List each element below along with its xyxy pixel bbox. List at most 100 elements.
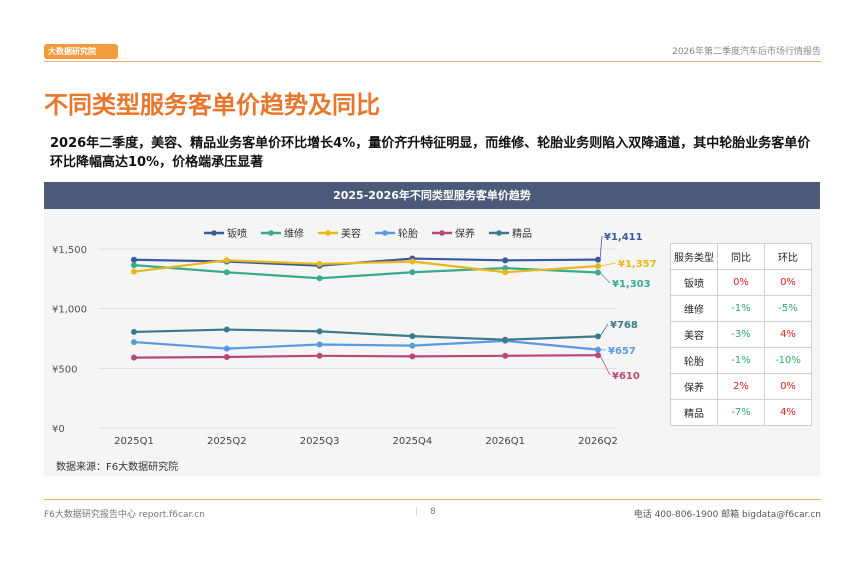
table-row: 维修 -1% -5% bbox=[670, 295, 812, 322]
end-value-label: ¥1,411 bbox=[604, 232, 643, 243]
data-point bbox=[409, 333, 416, 340]
end-value-label: ¥657 bbox=[608, 346, 636, 357]
cell-yoy: 0% bbox=[717, 269, 765, 296]
legend-marker bbox=[496, 230, 502, 236]
legend-marker bbox=[382, 230, 388, 236]
data-point bbox=[316, 275, 323, 282]
table-header-yoy: 同比 bbox=[717, 243, 765, 270]
table-row: 保养 2% 0% bbox=[670, 373, 812, 400]
data-point bbox=[502, 352, 509, 359]
data-source: 数据来源：F6大数据研究院 bbox=[56, 462, 179, 473]
table-header-qoq: 环比 bbox=[764, 243, 812, 270]
page-number: 8 bbox=[430, 507, 436, 517]
cell-service-type: 保养 bbox=[670, 373, 718, 400]
data-point bbox=[131, 328, 137, 335]
data-point bbox=[595, 269, 601, 276]
data-point bbox=[131, 262, 137, 269]
footer-contact: 电话 400-806-1900 邮箱 bigdata@f6car.cn bbox=[633, 510, 821, 520]
change-table: 服务类型 同比 环比 钣喷 0% 0% 维修 -1% -5% 美容 -3% 4% 轮胎 -1% -10… bbox=[670, 243, 812, 426]
data-point bbox=[316, 352, 323, 359]
legend-marker bbox=[211, 230, 217, 236]
end-label-leader bbox=[599, 262, 617, 267]
cell-yoy: -1% bbox=[717, 347, 765, 374]
end-value-label: ¥1,303 bbox=[612, 279, 651, 290]
header-divider bbox=[44, 61, 821, 62]
data-point bbox=[409, 353, 416, 360]
data-point bbox=[595, 346, 601, 353]
end-label-leader bbox=[599, 272, 611, 284]
end-value-label: ¥610 bbox=[612, 371, 640, 382]
cell-qoq: -5% bbox=[764, 295, 812, 322]
cell-yoy: 2% bbox=[717, 373, 765, 400]
series-line bbox=[133, 259, 599, 274]
end-label-leader bbox=[599, 323, 609, 337]
x-tick-label: 2025Q1 bbox=[114, 436, 154, 447]
cell-qoq: 4% bbox=[764, 399, 812, 426]
cell-qoq: 4% bbox=[764, 321, 812, 348]
data-point bbox=[409, 258, 416, 265]
data-point bbox=[223, 326, 230, 333]
end-value-label: ¥1,357 bbox=[618, 259, 657, 270]
cell-yoy: -3% bbox=[717, 321, 765, 348]
data-point bbox=[131, 354, 137, 361]
data-point bbox=[502, 257, 509, 264]
footer-site[interactable]: F6大数据研究报告中心 report.f6car.cn bbox=[44, 510, 205, 520]
data-point bbox=[502, 265, 509, 272]
x-tick-label: 2026Q2 bbox=[578, 436, 618, 447]
summary-text: 2026年二季度，美容、精品业务客单价环比增长4%，量价齐升特征明显，而维修、轮… bbox=[50, 136, 811, 170]
data-point bbox=[223, 257, 230, 264]
data-point bbox=[409, 342, 416, 349]
series-line bbox=[133, 339, 599, 351]
data-point bbox=[595, 256, 601, 263]
table-row: 轮胎 -1% -10% bbox=[670, 347, 812, 374]
data-point bbox=[595, 263, 601, 270]
legend-label: 保养 bbox=[455, 227, 475, 240]
cell-service-type: 美容 bbox=[670, 321, 718, 348]
end-label-leader bbox=[599, 355, 611, 376]
legend-label: 钣喷 bbox=[227, 228, 247, 240]
cell-yoy: -7% bbox=[717, 399, 765, 426]
cell-qoq: 0% bbox=[764, 269, 812, 296]
data-point bbox=[316, 328, 323, 335]
page-title: 不同类型服务客单价趋势及同比 bbox=[44, 91, 380, 119]
y-tick-label: ¥0 bbox=[52, 424, 65, 435]
y-tick-label: ¥1,500 bbox=[52, 245, 87, 256]
x-tick-label: 2026Q1 bbox=[485, 436, 525, 447]
data-point bbox=[502, 336, 509, 343]
series-line bbox=[133, 354, 599, 359]
footer-separator: | bbox=[415, 507, 419, 517]
y-tick-label: ¥500 bbox=[52, 364, 77, 375]
x-tick-label: 2025Q4 bbox=[393, 436, 433, 447]
table-header-type: 服务类型 bbox=[670, 243, 718, 270]
cell-yoy: -1% bbox=[717, 295, 765, 322]
cell-service-type: 钣喷 bbox=[670, 269, 718, 296]
legend-marker bbox=[268, 230, 274, 236]
data-point bbox=[131, 256, 137, 263]
end-value-label: ¥768 bbox=[610, 320, 638, 331]
legend-marker bbox=[325, 230, 331, 236]
brand-logo: 大数据研究院 bbox=[44, 44, 118, 59]
legend-label: 美容 bbox=[341, 227, 361, 240]
data-point bbox=[316, 341, 323, 348]
data-point bbox=[409, 269, 416, 276]
legend-marker bbox=[439, 230, 445, 236]
x-tick-label: 2025Q2 bbox=[207, 436, 247, 447]
table-row: 钣喷 0% 0% bbox=[670, 269, 812, 296]
x-tick-label: 2025Q3 bbox=[300, 436, 340, 447]
data-point bbox=[595, 352, 601, 359]
cell-qoq: 0% bbox=[764, 373, 812, 400]
y-tick-label: ¥1,000 bbox=[52, 305, 87, 316]
legend-label: 精品 bbox=[512, 227, 532, 240]
line-chart: ¥1,500 ¥1,000 ¥500 ¥0 2025Q1 2025Q2 2025Q3 2025… bbox=[52, 227, 657, 447]
cell-service-type: 维修 bbox=[670, 295, 718, 322]
legend-label: 轮胎 bbox=[398, 227, 418, 240]
series-line bbox=[133, 264, 599, 280]
cell-service-type: 精品 bbox=[670, 399, 718, 426]
cell-service-type: 轮胎 bbox=[670, 347, 718, 374]
table-row: 美容 -3% 4% bbox=[670, 321, 812, 348]
chart-title: 2025-2026年不同类型服务客单价趋势 bbox=[44, 182, 820, 209]
legend-label: 维修 bbox=[284, 227, 304, 240]
data-point bbox=[595, 333, 601, 340]
table-row: 精品 -7% 4% bbox=[670, 399, 812, 426]
report-title: 2026年第二季度汽车后市场行情报告 bbox=[672, 47, 821, 57]
